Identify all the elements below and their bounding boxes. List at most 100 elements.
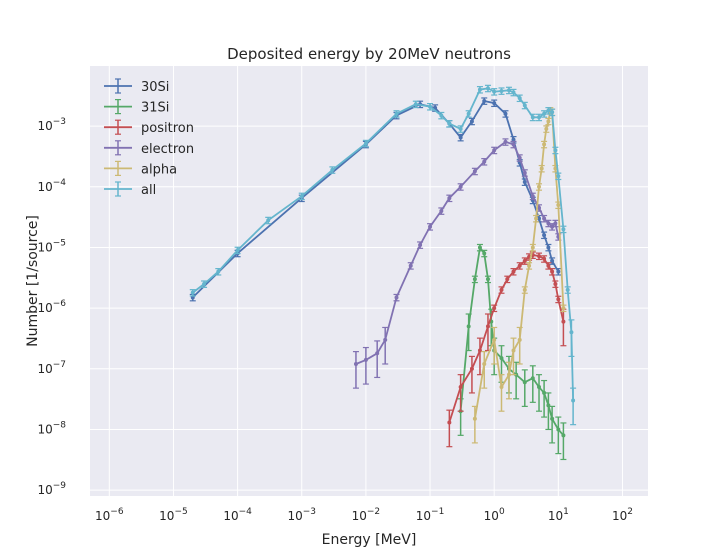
legend-label: 31Si — [141, 101, 169, 116]
data-point — [428, 104, 433, 109]
data-point — [458, 126, 463, 131]
data-point — [482, 251, 487, 256]
data-point — [447, 420, 452, 425]
legend-item-electron: electron — [104, 140, 194, 157]
data-point — [561, 306, 566, 311]
data-point — [556, 203, 561, 208]
data-point — [546, 263, 551, 268]
data-point — [530, 194, 535, 199]
data-point — [499, 385, 504, 390]
x-tick-label: 10−1 — [416, 507, 445, 523]
data-point — [550, 224, 555, 229]
data-point — [469, 119, 474, 124]
data-point — [542, 390, 547, 395]
data-point — [550, 110, 555, 115]
data-point — [556, 269, 561, 274]
data-point — [542, 216, 547, 221]
data-point — [517, 337, 522, 342]
legend-label: 30Si — [141, 80, 169, 95]
data-point — [492, 148, 497, 153]
x-tick-label: 10−2 — [352, 507, 381, 523]
data-point — [517, 155, 522, 160]
data-point — [492, 89, 497, 94]
data-point — [482, 159, 487, 164]
data-point — [553, 221, 558, 226]
data-point — [542, 256, 547, 261]
data-point — [565, 287, 570, 292]
data-point — [556, 174, 561, 179]
data-point — [517, 96, 522, 101]
data-point — [550, 416, 555, 421]
data-point — [458, 385, 463, 390]
data-point — [506, 372, 511, 377]
data-point — [537, 115, 542, 120]
data-point — [530, 115, 535, 120]
data-point — [353, 361, 358, 366]
x-tick-label: 10−3 — [287, 507, 316, 523]
legend-label: electron — [141, 142, 194, 157]
data-point — [546, 245, 551, 250]
data-point — [553, 148, 558, 153]
data-point — [522, 170, 527, 175]
data-point — [522, 380, 527, 385]
data-point — [530, 376, 535, 381]
legend: 30Si 31Si positron electron alpha all — [104, 78, 194, 198]
data-point — [542, 111, 547, 116]
data-point — [482, 361, 487, 366]
data-point — [561, 319, 566, 324]
data-point — [485, 86, 490, 91]
data-point — [202, 281, 207, 286]
data-point — [569, 330, 574, 335]
data-point — [330, 167, 335, 172]
data-point — [503, 139, 508, 144]
plot-area — [189, 84, 577, 461]
data-point — [544, 126, 549, 131]
data-point — [546, 119, 551, 124]
data-point — [503, 111, 508, 116]
data-point — [539, 166, 544, 171]
legend-label: positron — [141, 121, 194, 136]
series-line — [192, 87, 574, 401]
y-axis-ticks: 10−9 10−8 10−7 10−6 10−5 10−4 10−3 — [37, 117, 66, 497]
data-point — [511, 137, 516, 142]
data-point — [517, 263, 522, 268]
data-point — [447, 121, 452, 126]
x-tick-label: 101 — [548, 507, 569, 523]
y-tick-label: 10−5 — [37, 238, 66, 254]
data-point — [492, 101, 497, 106]
legend-item-alpha: alpha — [104, 160, 177, 177]
x-tick-label: 102 — [612, 507, 633, 523]
y-tick-label: 10−4 — [37, 178, 66, 194]
legend-label: alpha — [141, 162, 177, 177]
data-point — [266, 218, 271, 223]
data-point — [485, 324, 490, 329]
y-tick-label: 10−9 — [37, 481, 66, 497]
data-point — [499, 88, 504, 93]
data-point — [522, 179, 527, 184]
chart-title: Deposited energy by 20MeV neutrons — [227, 45, 511, 63]
data-point — [561, 227, 566, 232]
data-point — [511, 90, 516, 95]
data-point — [472, 169, 477, 174]
data-point — [550, 269, 555, 274]
data-point — [428, 224, 433, 229]
series-positron — [446, 251, 567, 448]
data-point — [537, 216, 542, 221]
data-point — [408, 263, 413, 268]
legend-item-positron: positron — [104, 119, 194, 136]
data-point — [477, 245, 482, 250]
data-point — [383, 337, 388, 342]
data-point — [363, 357, 368, 362]
x-axis-ticks: 10−6 10−5 10−4 10−3 10−2 10−1 100 101 102 — [95, 507, 633, 523]
data-point — [299, 194, 304, 199]
data-point — [216, 269, 221, 274]
y-tick-label: 10−3 — [37, 117, 66, 133]
legend-item-30si: 30Si — [104, 78, 169, 95]
data-point — [469, 366, 474, 371]
data-point — [477, 87, 482, 92]
series-electron — [352, 138, 562, 389]
data-point — [561, 433, 566, 438]
data-point — [542, 233, 547, 238]
x-tick-label: 10−5 — [159, 507, 188, 523]
data-point — [511, 348, 516, 353]
